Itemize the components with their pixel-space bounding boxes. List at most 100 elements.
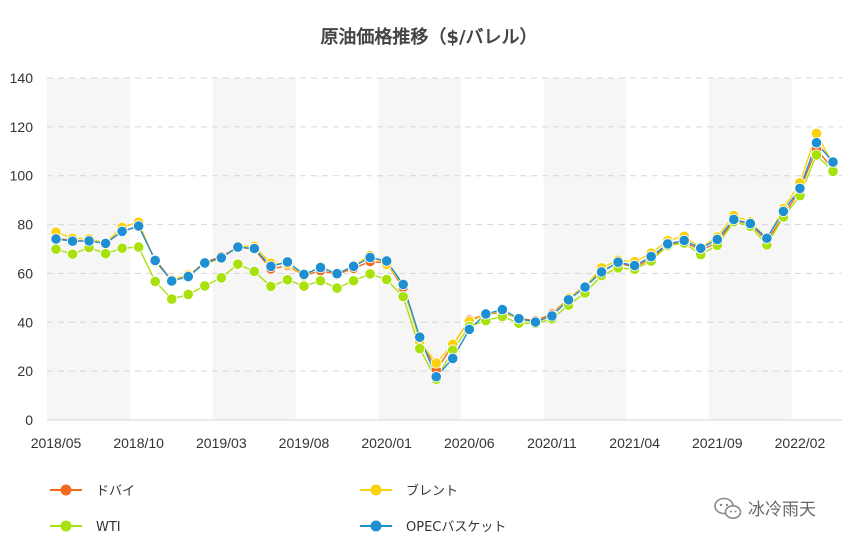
band bbox=[709, 78, 792, 420]
series-points-2 bbox=[50, 149, 839, 385]
y-tick-label: 100 bbox=[10, 168, 34, 184]
data-point bbox=[562, 294, 575, 306]
legend-label: OPECバスケット bbox=[406, 520, 506, 535]
data-point bbox=[430, 371, 442, 383]
data-point bbox=[314, 275, 327, 287]
data-point bbox=[331, 268, 343, 280]
x-tick-label: 2019/03 bbox=[196, 435, 247, 451]
data-point bbox=[612, 256, 624, 268]
data-point bbox=[66, 248, 79, 260]
data-point bbox=[166, 275, 178, 287]
y-axis-ticks: 0 20 40 60 80 100 120 140 bbox=[10, 70, 34, 428]
data-point bbox=[364, 251, 376, 264]
legend-marker bbox=[370, 484, 382, 496]
y-tick-label: 40 bbox=[17, 314, 33, 330]
legend-label: ドバイ bbox=[96, 484, 135, 499]
alternating-bands bbox=[47, 78, 792, 420]
data-point bbox=[149, 254, 161, 267]
data-point bbox=[761, 232, 773, 244]
y-tick-label: 60 bbox=[17, 265, 33, 281]
data-point bbox=[347, 260, 360, 272]
data-point bbox=[232, 241, 244, 253]
data-point bbox=[810, 127, 823, 140]
data-point bbox=[629, 260, 641, 272]
data-point bbox=[579, 281, 591, 293]
data-point bbox=[496, 303, 508, 316]
legend: ドバイ ブレント WTI OPECバスケット bbox=[50, 483, 506, 535]
y-tick-label: 20 bbox=[17, 363, 33, 379]
data-point bbox=[595, 266, 608, 278]
legend-item[interactable]: OPECバスケット bbox=[360, 520, 506, 535]
data-point bbox=[794, 182, 806, 195]
data-point bbox=[678, 234, 690, 247]
data-point bbox=[281, 256, 294, 268]
data-point bbox=[265, 260, 277, 272]
data-point bbox=[662, 238, 674, 250]
legend-item[interactable]: ブレント bbox=[360, 483, 458, 499]
data-point bbox=[182, 288, 194, 301]
watermark-text: 冰冷雨天 bbox=[748, 500, 816, 520]
data-point bbox=[199, 280, 211, 292]
data-point bbox=[166, 293, 178, 305]
data-point bbox=[529, 316, 542, 328]
data-point bbox=[99, 237, 112, 249]
y-tick-label: 80 bbox=[17, 217, 33, 233]
x-tick-label: 2021/04 bbox=[609, 435, 660, 451]
data-point bbox=[99, 248, 112, 260]
data-point bbox=[810, 137, 823, 149]
x-tick-label: 2020/01 bbox=[361, 435, 412, 451]
data-point bbox=[331, 282, 343, 294]
data-point bbox=[314, 261, 327, 274]
series-points bbox=[50, 127, 839, 385]
data-point bbox=[298, 268, 310, 281]
data-point bbox=[827, 165, 839, 177]
data-point bbox=[777, 205, 790, 217]
grid-lines bbox=[47, 77, 842, 421]
data-point bbox=[248, 242, 260, 255]
x-tick-label: 2020/11 bbox=[527, 435, 577, 451]
legend-marker bbox=[60, 520, 72, 532]
data-point bbox=[50, 243, 62, 255]
data-point bbox=[298, 280, 310, 292]
x-tick-label: 2021/09 bbox=[692, 435, 743, 451]
legend-marker bbox=[370, 520, 382, 532]
data-point bbox=[546, 310, 558, 322]
data-point bbox=[463, 323, 475, 335]
band bbox=[378, 78, 462, 420]
data-point bbox=[397, 291, 409, 303]
watermark: 冰冷雨天 bbox=[714, 497, 816, 520]
x-tick-label: 2018/10 bbox=[113, 435, 164, 451]
legend-label: ブレント bbox=[406, 483, 458, 499]
data-point bbox=[66, 235, 79, 247]
data-point bbox=[430, 357, 442, 369]
data-point bbox=[133, 241, 145, 253]
x-tick-label: 2018/05 bbox=[31, 435, 82, 451]
data-point bbox=[711, 233, 723, 246]
data-point bbox=[480, 308, 492, 320]
data-point bbox=[414, 331, 426, 343]
data-point bbox=[744, 217, 756, 230]
y-tick-label: 140 bbox=[10, 70, 34, 86]
legend-marker bbox=[60, 484, 72, 496]
data-point bbox=[364, 268, 376, 280]
data-point bbox=[215, 252, 227, 264]
data-point bbox=[149, 275, 161, 288]
series-points-3 bbox=[50, 137, 839, 383]
y-tick-label: 120 bbox=[10, 119, 34, 135]
data-point bbox=[116, 225, 128, 238]
data-point bbox=[347, 275, 360, 287]
legend-item[interactable]: ドバイ bbox=[50, 484, 135, 499]
wechat-icon bbox=[714, 497, 742, 519]
data-point bbox=[182, 271, 194, 283]
x-axis-ticks: 2018/05 2018/10 2019/03 2019/08 2020/01 2020/… bbox=[31, 435, 826, 451]
data-point bbox=[215, 272, 227, 284]
y-tick-label: 0 bbox=[25, 412, 33, 428]
data-point bbox=[199, 257, 211, 269]
data-point bbox=[695, 242, 707, 254]
data-point bbox=[281, 274, 294, 286]
band bbox=[543, 78, 627, 420]
legend-label: WTI bbox=[96, 520, 121, 535]
data-point bbox=[645, 250, 657, 263]
legend-item[interactable]: WTI bbox=[50, 520, 121, 535]
